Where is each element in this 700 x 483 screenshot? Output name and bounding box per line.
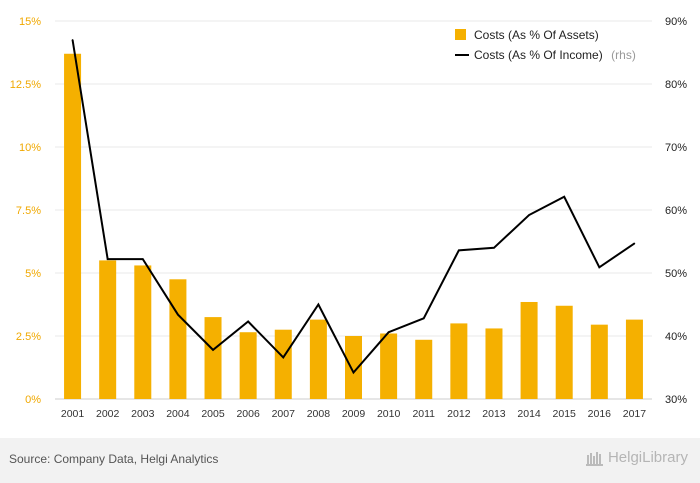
bar xyxy=(309,319,327,399)
line-point xyxy=(633,242,636,245)
x-tick-label: 2014 xyxy=(517,408,541,420)
x-tick-label: 2011 xyxy=(412,408,435,420)
right-tick-label: 80% xyxy=(665,79,687,91)
x-tick-label: 2005 xyxy=(201,408,225,420)
line-point xyxy=(493,247,495,249)
bar xyxy=(415,339,433,399)
line-point xyxy=(71,39,74,41)
right-tick-label: 60% xyxy=(665,205,687,217)
x-axis: 2001 2002 2003 2004 2005 2006 2007 2008 2009 2010… xyxy=(61,408,646,420)
x-tick-label: 2008 xyxy=(307,408,331,420)
legend-line-name: Costs (As % Of Income) xyxy=(474,48,603,62)
line-point xyxy=(598,266,601,269)
x-tick-label: 2006 xyxy=(236,408,260,420)
source-note: Source: Company Data, Helgi Analytics xyxy=(9,452,219,466)
line-point xyxy=(247,320,249,323)
left-tick-label: 0% xyxy=(25,394,41,406)
bar xyxy=(520,301,538,399)
line-point xyxy=(528,214,530,216)
line-point xyxy=(352,371,355,374)
x-tick-label: 2004 xyxy=(166,408,190,420)
legend-rhs-suffix: (rhs) xyxy=(611,48,636,62)
line-point xyxy=(317,303,320,306)
x-tick-label: 2007 xyxy=(272,408,296,420)
legend-bar-label: Costs (As % Of Assets) xyxy=(474,28,599,42)
x-tick-label: 2012 xyxy=(447,408,471,420)
line-point xyxy=(282,356,285,359)
bar xyxy=(274,329,292,399)
x-tick-label: 2013 xyxy=(482,408,506,420)
bar xyxy=(99,260,117,399)
line-point xyxy=(212,349,214,351)
bar xyxy=(380,333,398,399)
line-point xyxy=(458,249,460,252)
grid xyxy=(55,20,652,400)
brand-name: HelgiLibrary xyxy=(607,449,688,466)
legend-line-label: Costs (As % Of Income) (rhs) xyxy=(474,46,636,63)
income-line xyxy=(71,39,636,375)
line-point xyxy=(177,313,179,316)
left-tick-label: 2.5% xyxy=(16,331,41,343)
legend: Costs (As % Of Assets) Costs (As % Of In… xyxy=(455,28,636,63)
bar xyxy=(345,336,362,399)
line-point xyxy=(106,258,109,260)
x-tick-label: 2016 xyxy=(588,408,612,420)
x-tick-label: 2010 xyxy=(377,408,401,420)
line-point xyxy=(563,195,566,198)
x-tick-label: 2002 xyxy=(96,408,120,420)
bar xyxy=(485,328,503,399)
bar xyxy=(204,317,222,399)
right-axis: 30% 40% 50% 60% 70% 80% 90% xyxy=(665,16,687,406)
line-point xyxy=(141,258,144,260)
bar xyxy=(134,265,152,399)
library-icon xyxy=(585,451,603,466)
right-tick-label: 50% xyxy=(665,268,687,280)
bar xyxy=(64,53,82,399)
right-tick-label: 30% xyxy=(665,394,687,406)
bar xyxy=(625,319,643,399)
x-tick-label: 2003 xyxy=(131,408,155,420)
left-tick-label: 7.5% xyxy=(16,205,41,217)
bar-series xyxy=(64,53,643,399)
chart: 0% 2.5% 5% 7.5% 10% 12.5% 15% 30% 40% 50% 60% 70% 8… xyxy=(10,16,687,420)
footer: Source: Company Data, Helgi Analytics He… xyxy=(0,438,700,483)
right-tick-label: 40% xyxy=(665,331,687,343)
left-tick-label: 10% xyxy=(19,142,41,154)
x-tick-label: 2015 xyxy=(553,408,577,420)
bar xyxy=(590,324,608,399)
right-tick-label: 70% xyxy=(665,142,687,154)
brand-logo: HelgiLibrary xyxy=(585,449,688,466)
bar xyxy=(555,305,573,399)
bar xyxy=(169,279,187,399)
legend-bar-swatch xyxy=(455,29,466,40)
x-tick-label: 2017 xyxy=(623,408,647,420)
x-tick-label: 2001 xyxy=(61,408,85,420)
line-series xyxy=(71,39,636,375)
right-tick-label: 90% xyxy=(665,16,687,28)
left-tick-label: 15% xyxy=(19,16,41,28)
line-point xyxy=(387,331,390,334)
x-tick-label: 2009 xyxy=(342,408,366,420)
line-point xyxy=(422,317,425,320)
left-tick-label: 5% xyxy=(25,268,41,280)
left-axis: 0% 2.5% 5% 7.5% 10% 12.5% 15% xyxy=(10,16,41,406)
left-tick-label: 12.5% xyxy=(10,79,41,91)
bar xyxy=(239,332,257,399)
bar xyxy=(450,323,468,399)
